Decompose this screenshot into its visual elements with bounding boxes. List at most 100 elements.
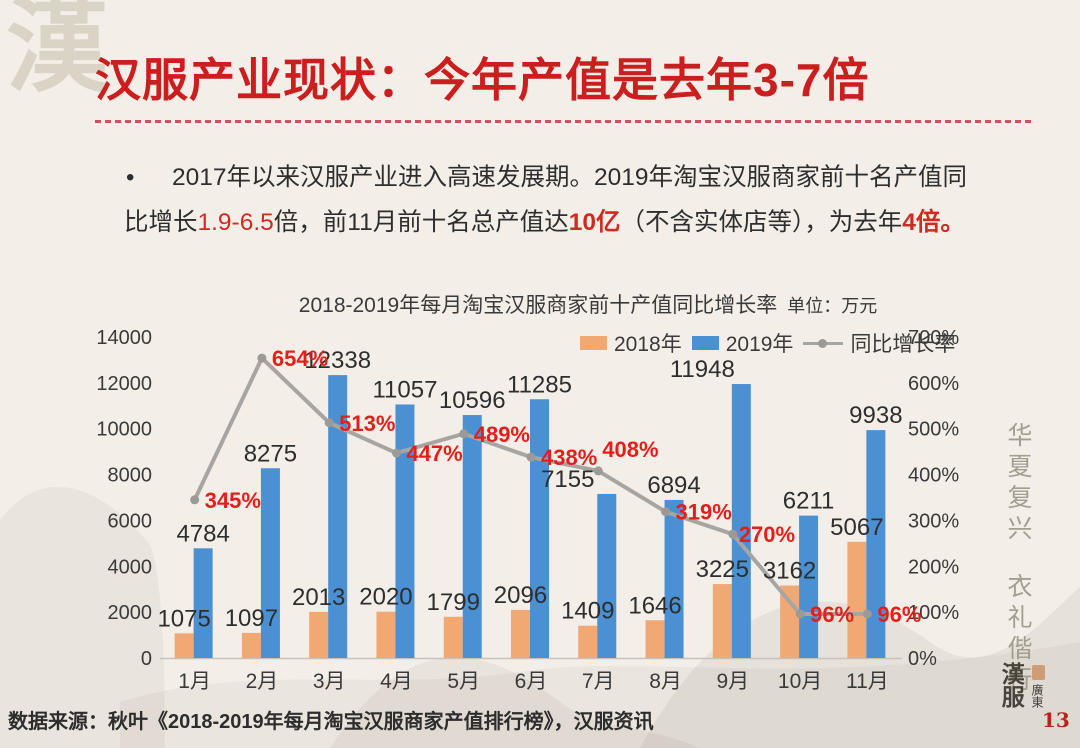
value-label-2019年-3月: 12338: [304, 347, 371, 374]
side-slogan-phrase-2: 衣礼偕行: [1004, 572, 1032, 697]
value-label-2018年-1月: 1075: [157, 605, 210, 632]
month-label-8月: 8月: [649, 670, 682, 693]
month-label-5月: 5月: [447, 670, 480, 693]
han-character-watermark: 漢: [6, 0, 108, 107]
month-label-1月: 1月: [178, 670, 211, 693]
growth-point-5月: [459, 429, 469, 439]
growth-point-11月: [862, 609, 872, 619]
month-label-6月: 6月: [515, 670, 548, 693]
value-label-2018年-9月: 3225: [696, 556, 749, 583]
growth-label-9月: 270%: [739, 522, 795, 547]
bullet-text-segment: 1.9-6.5: [197, 209, 274, 236]
value-label-2019年-9月: 11948: [670, 356, 735, 383]
growth-label-7月: 408%: [602, 437, 658, 462]
value-label-2018年-8月: 1646: [628, 592, 681, 619]
value-label-2018年-10月: 3162: [763, 557, 816, 584]
value-label-2018年-11月: 5067: [830, 514, 883, 541]
value-label-2018年-5月: 1799: [427, 589, 480, 616]
month-label-3月: 3月: [313, 670, 346, 693]
left-axis-tick: 6000: [108, 510, 153, 532]
growth-label-5月: 489%: [474, 422, 530, 447]
left-axis-tick: 8000: [108, 465, 153, 487]
bullet-text-segment: 倍，前11月前十名总产值达: [273, 209, 569, 236]
value-label-2019年-4月: 11057: [372, 376, 437, 403]
bar-2018年-4月: [376, 611, 396, 658]
bar-2019年-3月: [328, 375, 348, 658]
legend-line-marker-icon: [803, 338, 844, 348]
right-axis-tick: 500%: [908, 419, 959, 441]
value-label-2018年-4月: 2020: [359, 584, 412, 611]
right-axis-tick: 200%: [908, 556, 959, 578]
growth-point-1月: [190, 495, 200, 505]
bar-2018年-6月: [511, 609, 530, 658]
value-label-2019年-11月: 9938: [849, 402, 902, 429]
legend-swatch-2019: [691, 336, 719, 350]
bar-2019年-6月: [530, 399, 549, 658]
month-label-7月: 7月: [582, 670, 615, 693]
value-label-2018年-7月: 1409: [561, 598, 614, 625]
side-slogan-phrase-1: 华夏复兴: [1004, 422, 1032, 546]
page-title: 汉服产业现状：今年产值是去年3-7倍: [95, 54, 870, 106]
bar-2018年-5月: [443, 616, 463, 658]
chart-title: 2018-2019年每月淘宝汉服商家前十产值同比增长率 单位：万元: [196, 289, 980, 319]
value-label-2019年-10月: 6211: [783, 488, 835, 515]
right-axis-tick: 400%: [908, 465, 959, 487]
legend-item-growth: 同比增长率: [803, 328, 955, 358]
seal-icon: [1032, 665, 1045, 680]
left-axis-tick: 12000: [96, 373, 152, 395]
bullet-marker: •: [126, 164, 135, 191]
month-label-9月: 9月: [716, 670, 749, 693]
growth-point-2月: [257, 353, 267, 363]
value-label-2019年-1月: 4784: [176, 520, 229, 547]
legend-label-2019: 2019年: [725, 333, 794, 356]
bar-2018年-7月: [578, 625, 598, 658]
value-label-2019年-6月: 11285: [507, 371, 572, 398]
bar-2019年-1月: [193, 548, 213, 658]
growth-point-10月: [795, 609, 805, 619]
data-source-note: 数据来源：秋叶《2018-2019年每月淘宝汉服商家产值排行榜》，汉服资讯: [8, 711, 654, 733]
right-axis-tick: 0%: [908, 648, 937, 670]
bullet-text-segment: 10亿: [568, 209, 621, 236]
growth-label-1月: 345%: [205, 488, 261, 513]
bar-2019年-8月: [664, 499, 684, 658]
value-label-2019年-8月: 6894: [647, 472, 700, 499]
title-divider: [95, 120, 1033, 123]
month-label-10月: 10月: [778, 670, 822, 693]
bullet-line-1: • 2017年以来汉服产业进入高速发展期。2019年淘宝汉服商家前十名产值同: [124, 155, 1000, 200]
left-axis-tick: 0: [141, 648, 152, 670]
bullet-text-segment: 比增长: [124, 209, 198, 236]
hanfu-guangdong-logo: 漢服 廣東: [997, 662, 1058, 720]
bullet-text-segment: 4倍。: [902, 209, 965, 236]
growth-label-8月: 319%: [676, 500, 732, 525]
month-label-4月: 4月: [380, 670, 413, 693]
growth-point-3月: [324, 418, 334, 428]
bar-2018年-1月: [174, 633, 194, 658]
growth-label-11月: 96%: [877, 602, 921, 627]
chart-title-text: 2018-2019年每月淘宝汉服商家前十产值同比增长率: [298, 294, 778, 317]
left-axis-tick: 10000: [96, 419, 152, 441]
bar-2019年-11月: [866, 430, 886, 658]
value-label-2018年-6月: 2096: [494, 582, 547, 609]
bullet-text-segment: （不含实体店等），为去年: [620, 209, 903, 236]
month-label-11月: 11月: [846, 670, 889, 693]
legend-swatch-2018: [580, 336, 607, 350]
logo-main-text: 漢服: [997, 662, 1025, 708]
left-axis-tick: 2000: [108, 602, 153, 624]
bullet-paragraph: • 2017年以来汉服产业进入高速发展期。2019年淘宝汉服商家前十名产值同 比增…: [124, 155, 1000, 245]
month-label-2月: 2月: [246, 670, 279, 693]
growth-point-8月: [661, 507, 671, 517]
legend-label-2018: 2018年: [614, 333, 682, 356]
legend-item-2019: 2019年: [691, 328, 794, 358]
growth-label-2月: 654%: [272, 346, 328, 371]
bullet-line-2: 比增长1.9-6.5倍，前11月前十名总产值达10亿（不含实体店等），为去年4倍…: [124, 200, 1000, 245]
bar-2018年-3月: [309, 611, 329, 658]
right-axis-tick: 600%: [908, 373, 959, 395]
legend-item-2018: 2018年: [580, 328, 682, 358]
growth-label-6月: 438%: [541, 445, 597, 470]
left-axis-tick: 4000: [108, 556, 153, 578]
legend-label-growth: 同比增长率: [850, 333, 956, 356]
value-label-2019年-7月: 7155: [541, 466, 594, 493]
bar-2019年-7月: [597, 493, 617, 658]
left-axis-tick: 14000: [96, 327, 152, 349]
